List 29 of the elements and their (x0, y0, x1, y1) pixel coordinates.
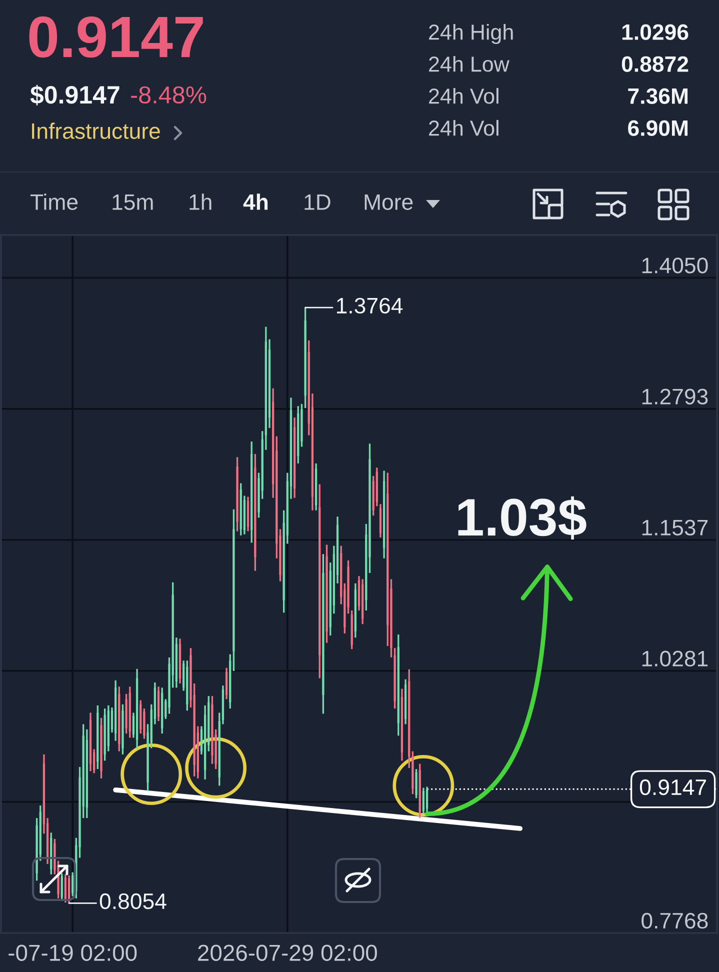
text: 6.90M (628, 120, 688, 136)
text: Time (30, 194, 78, 210)
text: More (364, 194, 413, 210)
text: 24h Vol (429, 88, 498, 104)
text: 1.0296 (622, 24, 688, 40)
text: $0.9147 (30, 84, 120, 106)
text: 1D (304, 194, 330, 210)
y-tick-label: 1.4050 (642, 258, 708, 274)
annotation: 1.03$ (458, 496, 586, 540)
y-tick-label: 0.7768 (642, 912, 708, 929)
y-tick-label: 1.0281 (642, 650, 708, 666)
text: 24h Vol (429, 120, 498, 136)
annotation: 1.3764 (336, 298, 403, 314)
annotation: 0.8054 (100, 893, 166, 910)
text: -8.48% (131, 86, 206, 104)
text: 0.9147 (29, 16, 203, 58)
text: 1h (190, 194, 212, 210)
y-tick-label: 1.2793 (642, 388, 708, 404)
x-tick-label: 2026-07-29 02:00 (198, 944, 377, 961)
text: Infrastructure (32, 122, 160, 139)
x-tick-label: -07-19 02:00 (8, 944, 137, 961)
text: 4h (243, 194, 268, 210)
ref-line-label: 0.9147 (640, 779, 706, 796)
text: 7.36M (628, 88, 688, 104)
text: 24h Low (429, 56, 510, 72)
text: 0.8872 (622, 56, 688, 72)
text: 24h High (429, 24, 513, 44)
text: 15m (112, 194, 153, 210)
y-tick-label: 1.1537 (642, 520, 708, 536)
